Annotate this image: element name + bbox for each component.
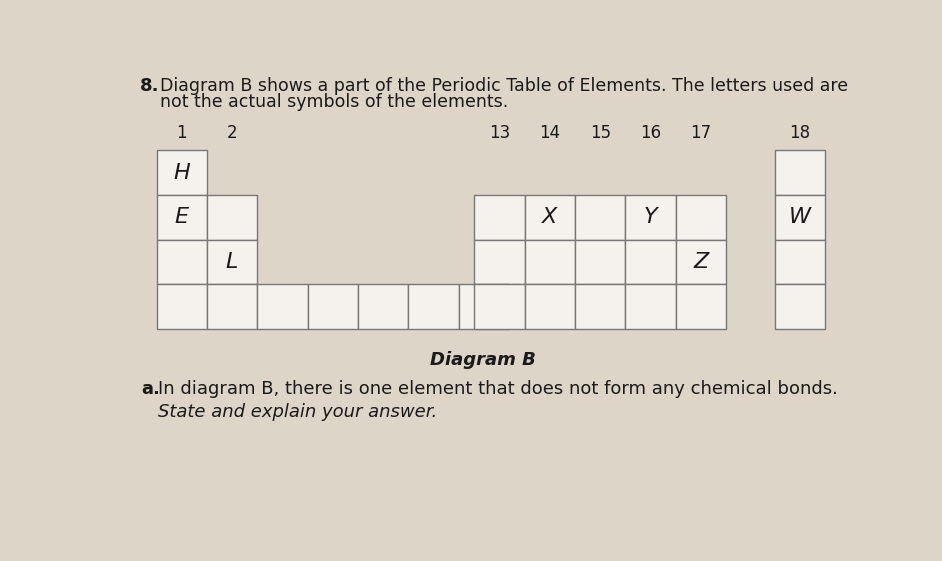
Text: Diagram B: Diagram B: [430, 351, 536, 369]
Bar: [625, 284, 675, 329]
Bar: [675, 195, 726, 240]
Bar: [257, 284, 308, 329]
Bar: [156, 284, 207, 329]
Bar: [409, 284, 459, 329]
Bar: [525, 284, 575, 329]
Bar: [575, 240, 625, 284]
Bar: [625, 195, 675, 240]
Text: 8.: 8.: [139, 76, 159, 95]
Bar: [207, 240, 257, 284]
Bar: [207, 195, 257, 240]
Text: a.: a.: [141, 380, 160, 398]
Bar: [207, 284, 257, 329]
Bar: [474, 195, 525, 240]
Text: H: H: [173, 163, 190, 183]
Bar: [775, 240, 825, 284]
Text: not the actual symbols of the elements.: not the actual symbols of the elements.: [160, 93, 509, 111]
Bar: [575, 195, 625, 240]
Text: Y: Y: [643, 208, 658, 227]
Text: X: X: [543, 208, 558, 227]
Bar: [474, 284, 525, 329]
Bar: [358, 284, 409, 329]
Bar: [156, 195, 207, 240]
Text: W: W: [789, 208, 811, 227]
Bar: [675, 284, 726, 329]
Text: E: E: [174, 208, 188, 227]
Text: In diagram B, there is one element that does not form any chemical bonds.: In diagram B, there is one element that …: [158, 380, 838, 398]
Bar: [575, 284, 625, 329]
Bar: [156, 240, 207, 284]
Bar: [675, 240, 726, 284]
Bar: [474, 240, 525, 284]
Text: State and explain your answer.: State and explain your answer.: [158, 403, 437, 421]
Text: Diagram B shows a part of the Periodic Table of Elements. The letters used are: Diagram B shows a part of the Periodic T…: [160, 76, 849, 95]
Text: L: L: [226, 252, 238, 272]
Bar: [156, 150, 207, 195]
Bar: [775, 195, 825, 240]
Bar: [308, 284, 358, 329]
Bar: [775, 284, 825, 329]
Text: 14: 14: [539, 124, 560, 142]
Text: 1: 1: [176, 124, 187, 142]
Text: 16: 16: [640, 124, 661, 142]
Text: 18: 18: [789, 124, 811, 142]
Text: 13: 13: [489, 124, 510, 142]
Bar: [525, 195, 575, 240]
Text: 17: 17: [690, 124, 711, 142]
Text: 15: 15: [590, 124, 610, 142]
Bar: [525, 240, 575, 284]
Bar: [625, 240, 675, 284]
Text: 2: 2: [227, 124, 237, 142]
Bar: [775, 150, 825, 195]
Text: Z: Z: [693, 252, 708, 272]
Bar: [459, 284, 509, 329]
